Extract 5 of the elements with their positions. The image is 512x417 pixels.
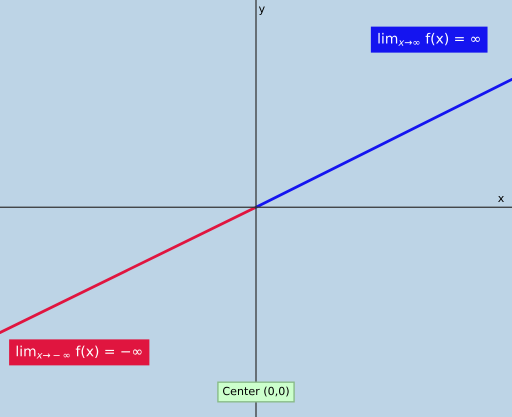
annotation: x	[498, 196, 504, 202]
text: Center (0,0)	[222, 386, 289, 397]
text: y	[258, 6, 265, 15]
text: lim$_{x→−∞}$ f(x) = −∞	[16, 346, 142, 358]
text: lim$_{x→∞}$ f(x) = ∞	[378, 32, 480, 46]
